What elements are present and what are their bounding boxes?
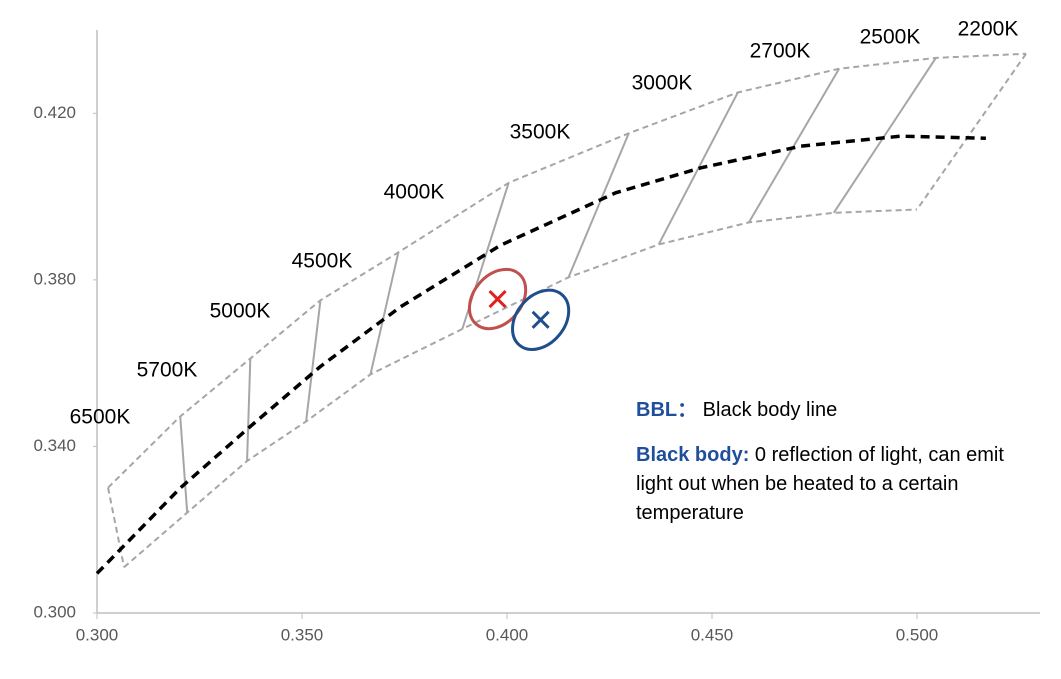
annotation: BBL： Black body line: [636, 396, 1021, 425]
bin-divider: [107, 487, 126, 568]
x-tick-label: 0.400: [486, 625, 529, 644]
bin-divider: [246, 358, 252, 462]
annotation-term: Black body:: [636, 444, 750, 466]
bin-divider: [748, 68, 840, 223]
bin-divider: [179, 416, 189, 513]
cct-label: 5700K: [137, 359, 198, 382]
tolerance-ellipse: [511, 288, 571, 351]
notes: BBL： Black body line Black body: 0 reflec…: [636, 396, 1021, 544]
bin-divider: [369, 252, 400, 375]
cct-label: 3000K: [632, 72, 693, 95]
cct-label: 4500K: [292, 250, 353, 273]
marker-stroke: [531, 310, 550, 329]
x-tick-label: 0.450: [691, 625, 734, 644]
cct-label: 6500K: [70, 406, 131, 429]
bbl-line: [95, 134, 986, 575]
x-tick-label: 0.500: [896, 625, 939, 644]
cct-label: 2700K: [750, 40, 811, 63]
point-marker: [531, 310, 550, 329]
annotation-text: Black body line: [702, 399, 838, 421]
bin-divider: [567, 132, 630, 278]
bin-divider: [832, 57, 937, 214]
x-tick-label: 0.350: [281, 625, 324, 644]
y-tick-label: 0.380: [33, 269, 76, 288]
y-tick-label: 0.340: [33, 436, 76, 455]
annotation-text: 0 reflection of light, can emit light ou…: [636, 444, 1004, 524]
annotation-term: BBL：: [636, 399, 698, 421]
cct-label: 2500K: [860, 26, 921, 49]
bin-divider: [657, 92, 739, 245]
cct-label: 2200K: [958, 18, 1019, 41]
bin-divider: [305, 300, 322, 422]
cct-label: 5000K: [210, 300, 271, 323]
y-tick-label: 0.420: [33, 103, 76, 122]
point-marker: [488, 289, 507, 309]
marker-stroke: [488, 289, 507, 309]
bin-upper-edge: [107, 52, 1027, 489]
x-tick-label: 0.300: [76, 625, 119, 644]
cct-label: 3500K: [510, 121, 571, 144]
bin-lower-edge: [123, 208, 918, 568]
annotation: Black body: 0 reflection of light, can e…: [636, 441, 1021, 528]
y-tick-label: 0.300: [33, 602, 76, 621]
bin-divider: [916, 53, 1027, 211]
cct-label: 4000K: [384, 181, 445, 204]
